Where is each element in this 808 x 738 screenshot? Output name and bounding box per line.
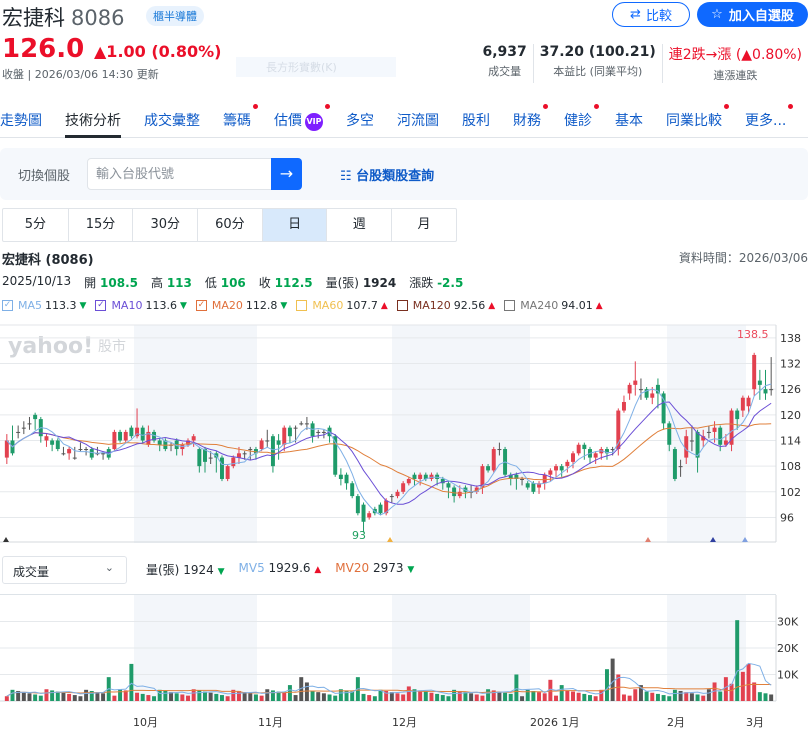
svg-text:93: 93 [352, 529, 366, 542]
ma-toggle-ma120[interactable]: MA120 92.56 ▲ [396, 299, 495, 312]
tab-0[interactable]: 走勢圖 [0, 113, 42, 129]
tab-1[interactable]: 技術分析 [65, 100, 132, 138]
checkbox-icon[interactable] [504, 300, 516, 311]
period-1[interactable]: 15分 [67, 209, 133, 241]
switcher-label: 切換個股 [18, 169, 71, 184]
period-4[interactable]: 日 [261, 209, 327, 241]
volume-chart[interactable]: 10K 20K 30K 10月 11月 12月 2026 1月 2月 3月 [0, 595, 808, 738]
ma-toggle-ma60[interactable]: MA60 107.7 ▲ [296, 299, 388, 312]
ma-toggle-ma5[interactable]: ✓ MA5 113.3 ▼ [2, 299, 87, 312]
arrow-right-icon: → [279, 164, 294, 183]
data-time: 資料時間：2026/03/06 [678, 251, 808, 265]
indicator-select[interactable]: 成交量 ⌄ [2, 556, 127, 584]
add-watchlist-button[interactable]: ☆ 加入自選股 [697, 2, 808, 27]
volume-legend: 量(張) 1924 ▼ MV5 1929.6 ▲ MV20 2973 ▼ [146, 561, 415, 577]
svg-text:10月: 10月 [133, 716, 158, 729]
period-2[interactable]: 30分 [132, 209, 197, 241]
go-button[interactable]: → [271, 158, 302, 190]
tab-4[interactable]: 估價 VIP [274, 100, 334, 137]
svg-text:12月: 12月 [392, 716, 417, 729]
stock-title: 宏捷科 8086 [2, 2, 124, 32]
compare-button[interactable]: ⇄ 比較 [612, 2, 690, 27]
svg-text:102: 102 [780, 486, 801, 499]
period-6[interactable]: 月 [391, 209, 456, 241]
period-3[interactable]: 60分 [197, 209, 262, 241]
svg-text:108: 108 [780, 460, 801, 473]
svg-text:2026 1月: 2026 1月 [530, 716, 580, 729]
period-5[interactable]: 週 [326, 209, 391, 241]
notification-dot [724, 104, 729, 109]
ma-legend: ✓ MA5 113.3 ▼ ✓ MA10 113.6 ▼ ✓ MA20 112.8 ▼ MA60 107.… [2, 299, 603, 312]
checkbox-icon[interactable]: ✓ [195, 300, 207, 311]
checkbox-icon[interactable]: ✓ [95, 300, 107, 311]
vip-badge: VIP [305, 113, 323, 131]
tab-2[interactable]: 成交彙整 [144, 113, 200, 129]
stock-code: 8086 [71, 6, 125, 30]
svg-text:114: 114 [780, 434, 801, 447]
ohlc-info: 2025/10/13 開 108.5 高 113 低 106 收 112.5 量… [2, 274, 464, 290]
tab-12[interactable]: 更多... [745, 100, 797, 137]
notification-dot [253, 104, 258, 109]
tab-11[interactable]: 同業比較 [666, 100, 733, 137]
svg-text:3月: 3月 [746, 716, 764, 729]
stat-volume: 6,937 成交量 [482, 44, 527, 78]
svg-text:2月: 2月 [667, 716, 685, 729]
stat-pe: 37.20 (100.21) 本益比 (同業平均) [532, 44, 662, 83]
tab-8[interactable]: 財務 [513, 100, 552, 137]
tab-7[interactable]: 股利 [462, 113, 490, 129]
tab-5[interactable]: 多空 [346, 113, 374, 129]
svg-text:30K: 30K [777, 616, 799, 629]
current-price: 126.0 [2, 34, 85, 64]
price-change: ▲1.00 (0.80%) [94, 42, 222, 61]
notification-dot [325, 104, 330, 109]
svg-text:11月: 11月 [258, 716, 283, 729]
ma-toggle-ma240[interactable]: MA240 94.01 ▲ [504, 299, 603, 312]
notification-dot [543, 104, 548, 109]
svg-text:138: 138 [780, 332, 801, 345]
checkbox-icon[interactable] [296, 300, 308, 311]
stock-code-input[interactable] [87, 158, 272, 190]
svg-text:10K: 10K [777, 669, 799, 682]
stock-switcher: 切換個股 → ☷ 台股類股查詢 [0, 148, 808, 200]
compare-icon: ⇄ [630, 7, 641, 22]
tab-10[interactable]: 基本 [615, 113, 643, 129]
tab-6[interactable]: 河流圖 [397, 113, 439, 129]
checkbox-icon[interactable]: ✓ [2, 300, 13, 311]
svg-text:股市: 股市 [98, 338, 126, 355]
category-query-link[interactable]: ☷ 台股類股查詢 [340, 169, 435, 184]
volume-divider [0, 594, 776, 595]
svg-text:132: 132 [780, 357, 801, 370]
update-time: 收盤 | 2026/03/06 14:30 更新 [2, 68, 159, 81]
period-0[interactable]: 5分 [24, 217, 46, 232]
chart-title: 宏捷科 (8086) [2, 253, 94, 268]
tab-3[interactable]: 籌碼 [223, 100, 262, 137]
ma-toggle-ma20[interactable]: ✓ MA20 112.8 ▼ [195, 299, 288, 312]
star-icon: ☆ [711, 7, 723, 22]
svg-text:120: 120 [780, 409, 801, 422]
sector-badge[interactable]: 櫃半導體 [146, 6, 204, 26]
stat-streak: 連2跌→漲 (▲0.80%) 連漲連跌 [661, 44, 808, 83]
chevron-down-icon: ⌄ [104, 561, 114, 574]
notification-dot [594, 104, 599, 109]
period-selector: 5分 15分 30分 60分日週月 [2, 208, 457, 242]
stock-stats: 6,937 成交量 37.20 (100.21) 本益比 (同業平均) 連2跌→… [476, 44, 808, 83]
tab-9[interactable]: 健診 [564, 100, 603, 137]
ma-toggle-ma10[interactable]: ✓ MA10 113.6 ▼ [95, 299, 187, 312]
svg-text:96: 96 [780, 511, 794, 524]
faint-overlay-text: 長方形實數(K) [236, 57, 396, 77]
svg-text:138.5: 138.5 [737, 328, 769, 341]
svg-text:126: 126 [780, 383, 801, 396]
notification-dot [788, 104, 794, 109]
stock-name: 宏捷科 [2, 6, 65, 30]
checkbox-icon[interactable] [396, 300, 408, 311]
main-nav-tabs: 走勢圖 技術分析 成交彙整 籌碼 估價 VIP 多空 河流圖 股利 財務 健診 基本 同業比較 更多... [0, 100, 808, 138]
svg-text:20K: 20K [777, 642, 799, 655]
